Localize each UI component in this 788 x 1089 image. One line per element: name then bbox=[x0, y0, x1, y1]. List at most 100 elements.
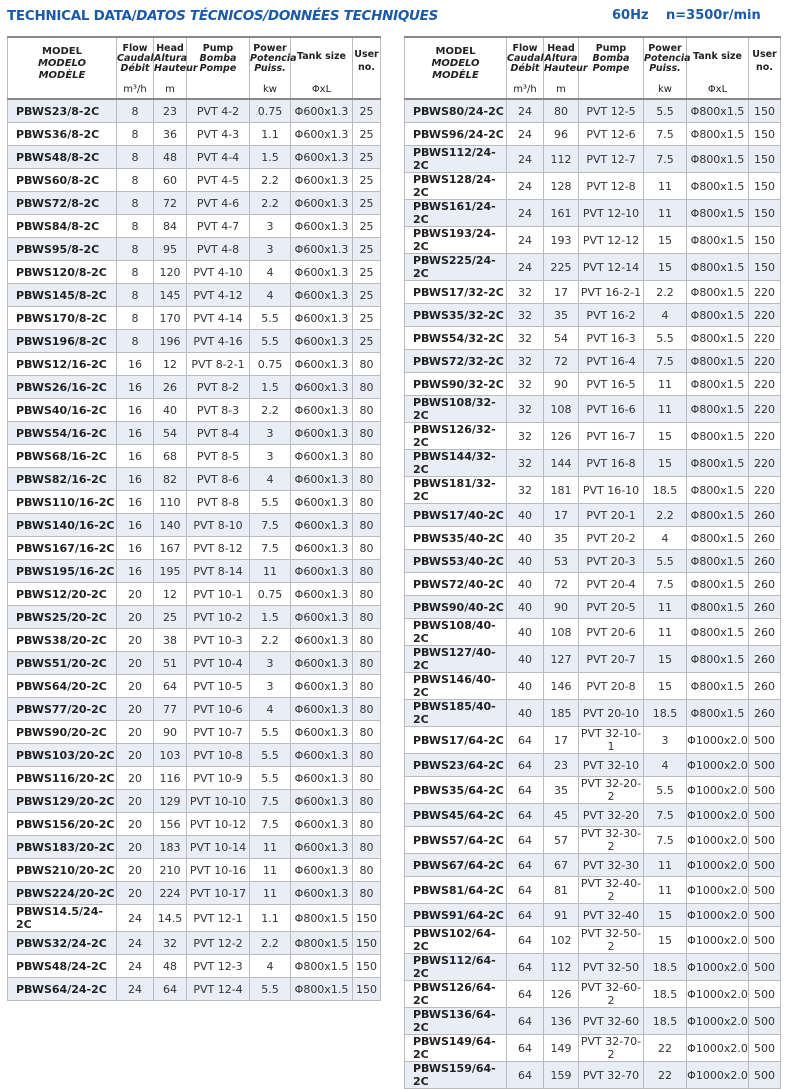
cell-flow: 8 bbox=[116, 214, 154, 238]
cell-user-no: 260 bbox=[748, 503, 781, 527]
cell-power: 1.1 bbox=[249, 904, 291, 932]
cell-head: 48 bbox=[153, 954, 187, 978]
cell-flow: 64 bbox=[506, 953, 544, 981]
cell-head: 84 bbox=[153, 214, 187, 238]
cell-flow: 32 bbox=[506, 326, 544, 350]
cell-user-no: 500 bbox=[748, 826, 781, 854]
cell-tank-size: Φ800x1.5 bbox=[686, 372, 749, 396]
cell-model: PBWS167/16-2C bbox=[7, 536, 117, 560]
table-row: PBWS196/8-2C 8 196 PVT 4-16 5.5 Φ600x1.3 25 bbox=[7, 329, 381, 353]
cell-power: 15 bbox=[643, 903, 687, 927]
cell-head: 67 bbox=[543, 853, 579, 877]
cell-model: PBWS90/40-2C bbox=[404, 595, 507, 619]
cell-model: PBWS196/8-2C bbox=[7, 329, 117, 353]
cell-power: 7.5 bbox=[249, 536, 291, 560]
table-row: PBWS90/32-2C 32 90 PVT 16-5 11 Φ800x1.5 220 bbox=[404, 372, 781, 396]
cell-pump: PVT 16-2-1 bbox=[578, 280, 644, 304]
cell-flow: 16 bbox=[116, 375, 154, 399]
cell-flow: 24 bbox=[506, 122, 544, 146]
cell-power: 4 bbox=[249, 467, 291, 491]
table-row: PBWS64/20-2C 20 64 PVT 10-5 3 Φ600x1.3 80 bbox=[7, 674, 381, 698]
cell-model: PBWS112/64-2C bbox=[404, 953, 507, 981]
table-row: PBWS67/64-2C 64 67 PVT 32-30 11 Φ1000x2.0 500 bbox=[404, 853, 781, 877]
cell-head: 96 bbox=[543, 122, 579, 146]
cell-model: PBWS17/32-2C bbox=[404, 280, 507, 304]
cell-power: 5.5 bbox=[643, 549, 687, 573]
table-row: PBWS72/40-2C 40 72 PVT 20-4 7.5 Φ800x1.5 260 bbox=[404, 572, 781, 596]
cell-power: 11 bbox=[643, 172, 687, 200]
cell-model: PBWS91/64-2C bbox=[404, 903, 507, 927]
cell-pump: PVT 32-30 bbox=[578, 853, 644, 877]
cell-user-no: 25 bbox=[352, 214, 381, 238]
cell-tank-size: Φ800x1.5 bbox=[686, 526, 749, 550]
cell-flow: 8 bbox=[116, 168, 154, 192]
cell-tank-size: Φ600x1.3 bbox=[290, 444, 353, 468]
cell-tank-size: Φ600x1.3 bbox=[290, 168, 353, 192]
cell-model: PBWS159/64-2C bbox=[404, 1061, 507, 1089]
cell-tank-size: Φ800x1.5 bbox=[686, 503, 749, 527]
cell-head: 90 bbox=[543, 372, 579, 396]
cell-tank-size: Φ800x1.5 bbox=[686, 280, 749, 304]
cell-power: 11 bbox=[643, 372, 687, 396]
cell-flow: 40 bbox=[506, 595, 544, 619]
spec-table-left: MODEL MODELO MODÈLE Flow Caudal Débit m³/h He… bbox=[7, 36, 381, 1001]
cell-flow: 24 bbox=[506, 172, 544, 200]
cell-power: 7.5 bbox=[643, 826, 687, 854]
cell-model: PBWS144/32-2C bbox=[404, 449, 507, 477]
col-power: Power Potencia Puiss. kw bbox=[249, 36, 297, 100]
cell-model: PBWS181/32-2C bbox=[404, 476, 507, 504]
cell-tank-size: Φ600x1.3 bbox=[290, 812, 353, 836]
cell-tank-size: Φ600x1.3 bbox=[290, 398, 353, 422]
table-row: PBWS159/64-2C 64 159 PVT 32-70 22 Φ1000x2.0 50… bbox=[404, 1061, 781, 1089]
cell-pump: PVT 8-4 bbox=[186, 421, 250, 445]
cell-model: PBWS127/40-2C bbox=[404, 645, 507, 673]
cell-flow: 64 bbox=[506, 903, 544, 927]
cell-tank-size: Φ600x1.3 bbox=[290, 743, 353, 767]
cell-head: 60 bbox=[153, 168, 187, 192]
cell-flow: 20 bbox=[116, 812, 154, 836]
cell-tank-size: Φ600x1.3 bbox=[290, 237, 353, 261]
cell-flow: 24 bbox=[506, 253, 544, 281]
cell-pump: PVT 16-8 bbox=[578, 449, 644, 477]
cell-head: 12 bbox=[153, 352, 187, 376]
cell-power: 15 bbox=[643, 926, 687, 954]
cell-head: 146 bbox=[543, 672, 579, 700]
cell-pump: PVT 12-1 bbox=[186, 904, 250, 932]
cell-user-no: 80 bbox=[352, 720, 381, 744]
cell-head: 14.5 bbox=[153, 904, 187, 932]
cell-user-no: 260 bbox=[748, 526, 781, 550]
cell-head: 68 bbox=[153, 444, 187, 468]
cell-head: 126 bbox=[543, 422, 579, 450]
cell-user-no: 220 bbox=[748, 449, 781, 477]
cell-tank-size: Φ1000x2.0 bbox=[686, 926, 749, 954]
table-row: PBWS53/40-2C 40 53 PVT 20-3 5.5 Φ800x1.5 260 bbox=[404, 549, 781, 573]
cell-tank-size: Φ600x1.3 bbox=[290, 858, 353, 882]
table-row: PBWS96/24-2C 24 96 PVT 12-6 7.5 Φ800x1.5 150 bbox=[404, 122, 781, 146]
cell-flow: 64 bbox=[506, 1007, 544, 1035]
cell-pump: PVT 10-4 bbox=[186, 651, 250, 675]
cell-model: PBWS156/20-2C bbox=[7, 812, 117, 836]
cell-user-no: 500 bbox=[748, 853, 781, 877]
table-row: PBWS127/40-2C 40 127 PVT 20-7 15 Φ800x1.5 260 bbox=[404, 645, 781, 673]
cell-power: 3 bbox=[643, 726, 687, 754]
cell-model: PBWS64/20-2C bbox=[7, 674, 117, 698]
cell-pump: PVT 16-2 bbox=[578, 303, 644, 327]
table-row: PBWS108/32-2C 32 108 PVT 16-6 11 Φ800x1.5 220 bbox=[404, 395, 781, 423]
cell-model: PBWS84/8-2C bbox=[7, 214, 117, 238]
cell-model: PBWS80/24-2C bbox=[404, 98, 507, 123]
table-row: PBWS48/24-2C 24 48 PVT 12-3 4 Φ800x1.5 150 bbox=[7, 954, 381, 978]
cell-flow: 32 bbox=[506, 349, 544, 373]
cell-flow: 16 bbox=[116, 513, 154, 537]
cell-pump: PVT 4-6 bbox=[186, 191, 250, 215]
cell-model: PBWS82/16-2C bbox=[7, 467, 117, 491]
table-row: PBWS126/32-2C 32 126 PVT 16-7 15 Φ800x1.5 220 bbox=[404, 422, 781, 450]
table-row: PBWS12/20-2C 20 12 PVT 10-1 0.75 Φ600x1.3 80 bbox=[7, 582, 381, 606]
cell-flow: 64 bbox=[506, 876, 544, 904]
cell-head: 23 bbox=[153, 98, 187, 123]
cell-user-no: 150 bbox=[748, 98, 781, 123]
table-row: PBWS103/20-2C 20 103 PVT 10-8 5.5 Φ600x1.3 80 bbox=[7, 743, 381, 767]
cell-model: PBWS35/40-2C bbox=[404, 526, 507, 550]
cell-head: 35 bbox=[543, 776, 579, 804]
cell-model: PBWS224/20-2C bbox=[7, 881, 117, 905]
cell-head: 40 bbox=[153, 398, 187, 422]
